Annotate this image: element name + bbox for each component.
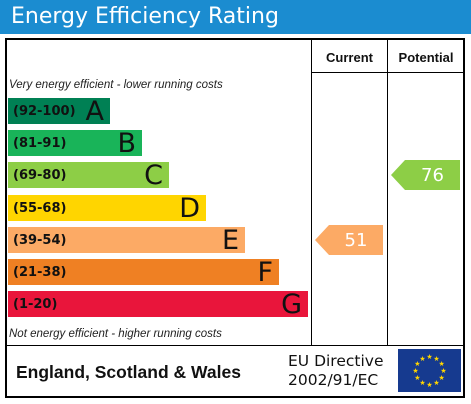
current-rating-arrow: 51 <box>315 225 383 255</box>
band-letter: E <box>221 225 239 256</box>
current-rating-arrow-value: 51 <box>344 230 368 251</box>
flag-star-icon: ★ <box>414 360 420 368</box>
chart-title: Energy Efficiency Rating <box>11 4 279 29</box>
band-f: (21-38) F <box>8 257 279 288</box>
band-b: (81-91) B <box>8 128 142 159</box>
header-bar: Energy Efficiency Rating <box>0 0 471 34</box>
flag-star-icon: ★ <box>433 379 439 387</box>
flag-star-icon: ★ <box>426 381 432 389</box>
band-range-label: (69-80) <box>13 168 67 183</box>
band-letter: B <box>117 128 136 159</box>
flag-star-icon: ★ <box>414 374 420 382</box>
band-range-label: (1-20) <box>13 297 58 312</box>
flag-star-icon: ★ <box>412 367 418 375</box>
flag-star-icon: ★ <box>438 360 444 368</box>
column-divider-current <box>311 38 312 345</box>
flag-star-icon: ★ <box>433 355 439 363</box>
potential-rating-arrow-value: 76 <box>421 165 444 186</box>
band-range-label: (39-54) <box>13 233 67 248</box>
potential-rating-arrow: 76 <box>391 160 460 190</box>
band-a: (92-100) A <box>8 96 110 127</box>
eu-directive: EU Directive 2002/91/EC <box>288 352 384 390</box>
band-letter: G <box>281 289 302 320</box>
footer-rule <box>5 345 465 346</box>
bottom-note: Not energy efficient - higher running co… <box>9 328 222 340</box>
band-c: (69-80) C <box>8 160 169 191</box>
band-letter: D <box>179 193 200 224</box>
current-column-header: Current <box>326 50 373 65</box>
band-range-label: (21-38) <box>13 265 67 280</box>
column-divider-potential <box>387 38 388 345</box>
band-letter: C <box>144 160 163 191</box>
top-note: Very energy efficient - lower running co… <box>9 79 223 91</box>
band-range-label: (92-100) <box>13 104 76 119</box>
band-letter: A <box>85 96 104 127</box>
flag-star-icon: ★ <box>438 374 444 382</box>
directive-line-1: EU Directive <box>288 352 384 370</box>
flag-star-icon: ★ <box>426 353 432 361</box>
band-g: (1-20) G <box>8 289 308 320</box>
flag-star-icon: ★ <box>419 355 425 363</box>
region-label: England, Scotland & Wales <box>16 362 241 382</box>
column-header-rule <box>311 72 465 73</box>
eu-flag-icon: ★ ★ ★ ★ ★ ★ ★ ★ ★ ★ ★ ★ <box>398 349 461 392</box>
potential-column-header: Potential <box>398 50 454 65</box>
flag-star-icon: ★ <box>440 367 446 375</box>
band-d: (55-68) D <box>8 193 206 224</box>
band-e: (39-54) E <box>8 225 245 256</box>
band-range-label: (55-68) <box>13 201 67 216</box>
flag-star-icon: ★ <box>419 379 425 387</box>
band-letter: F <box>257 257 273 288</box>
directive-line-2: 2002/91/EC <box>288 371 379 389</box>
band-range-label: (81-91) <box>13 136 67 151</box>
